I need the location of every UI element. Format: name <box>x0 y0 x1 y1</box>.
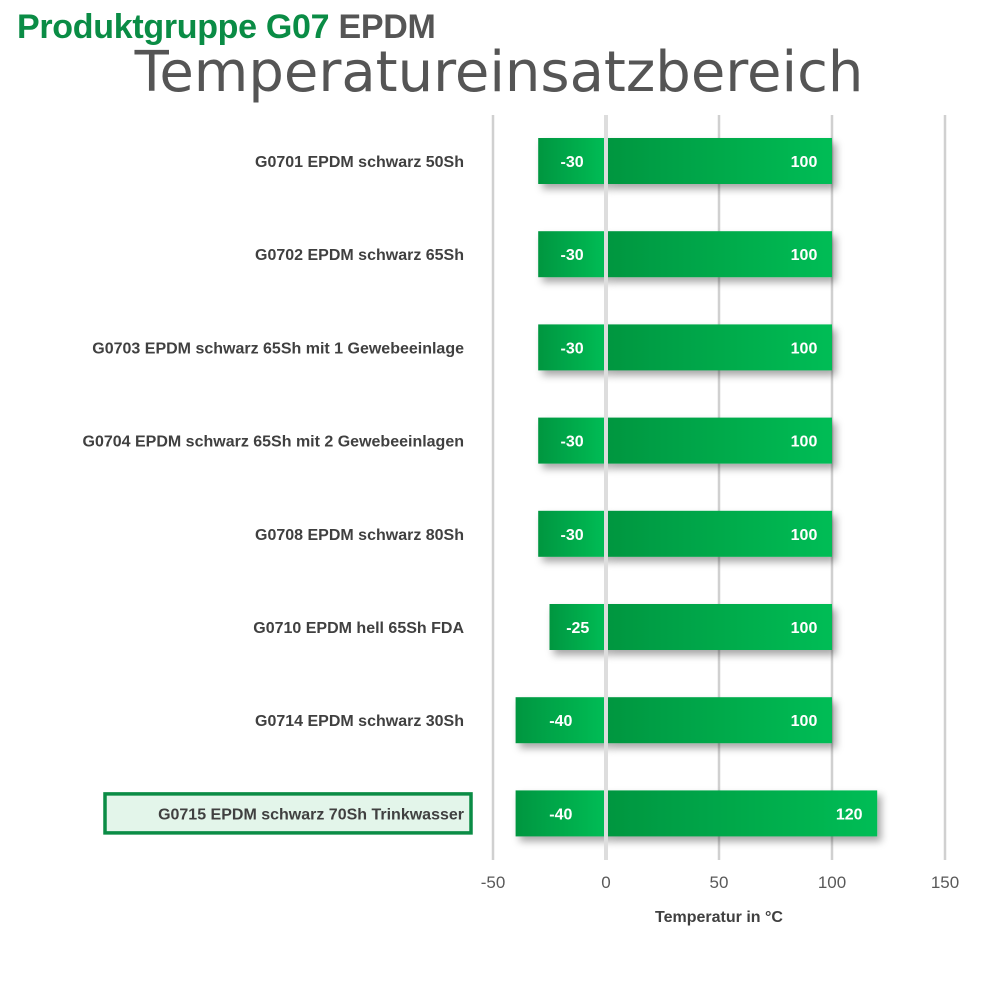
category-label: G0704 EPDM schwarz 65Sh mit 2 Gewebeeinl… <box>83 434 464 451</box>
bar-min-segment <box>538 510 606 557</box>
data-label-min: -30 <box>561 340 584 357</box>
chart-title: Temperatureinsatzbereich <box>134 40 864 105</box>
category-label: G0701 EPDM schwarz 50Sh <box>255 154 464 171</box>
bar-max-segment <box>606 324 832 371</box>
bar-min-segment <box>515 697 606 744</box>
bar-max-segment <box>606 138 832 184</box>
data-label-min: -40 <box>549 713 572 730</box>
bar-max-segment <box>606 510 832 557</box>
bar-min-segment <box>538 138 606 184</box>
x-tick-label: 100 <box>818 873 846 892</box>
bar-max-segment <box>606 231 832 278</box>
bar-max-segment <box>606 790 878 837</box>
data-label-max: 100 <box>791 434 818 451</box>
bar-min-segment <box>515 790 606 837</box>
category-label: G0703 EPDM schwarz 65Sh mit 1 Gewebeeinl… <box>92 340 464 357</box>
data-label-max: 100 <box>791 247 818 264</box>
category-label: G0715 EPDM schwarz 70Sh Trinkwasser <box>158 806 464 823</box>
data-label-min: -40 <box>549 806 572 823</box>
x-tick-label: -50 <box>481 873 506 892</box>
category-label: G0710 EPDM hell 65Sh FDA <box>253 620 464 637</box>
x-tick-label: 150 <box>931 873 959 892</box>
data-label-min: -30 <box>561 247 584 264</box>
data-label-max: 120 <box>836 806 863 823</box>
grid <box>491 115 947 860</box>
bar-min-segment <box>549 604 606 650</box>
highlight-box <box>103 792 473 835</box>
data-label-max: 100 <box>791 620 818 637</box>
data-label-max: 100 <box>791 713 818 730</box>
labels: -50 0 50 100 150 G0701 EPDM schwarz 50Sh -30 10… <box>83 154 960 892</box>
bars <box>515 138 878 837</box>
x-tick-label: 0 <box>601 873 610 892</box>
highlight-layer <box>103 792 473 835</box>
data-label-min: -30 <box>561 527 584 544</box>
data-label-min: -30 <box>561 154 584 171</box>
material-label: EPDM <box>338 8 436 46</box>
data-label-max: 100 <box>791 527 818 544</box>
bar-min-segment <box>538 231 606 278</box>
category-label: G0714 EPDM schwarz 30Sh <box>255 713 464 730</box>
category-label: G0708 EPDM schwarz 80Sh <box>255 527 464 544</box>
data-label-max: 100 <box>791 154 818 171</box>
category-label: G0702 EPDM schwarz 65Sh <box>255 247 464 264</box>
bar-max-segment <box>606 697 832 744</box>
data-label-min: -25 <box>566 620 589 637</box>
data-label-min: -30 <box>561 434 584 451</box>
data-label-max: 100 <box>791 340 818 357</box>
x-axis-title: Temperatur in °C <box>655 909 783 926</box>
bar-min-segment <box>538 324 606 371</box>
bar-max-segment <box>606 604 832 650</box>
product-group-label: Produktgruppe G07 <box>17 8 330 46</box>
bar-max-segment <box>606 417 832 464</box>
x-tick-label: 50 <box>710 873 729 892</box>
bar-min-segment <box>538 417 606 464</box>
product-group-heading: Produktgruppe G07 EPDM <box>17 8 436 47</box>
